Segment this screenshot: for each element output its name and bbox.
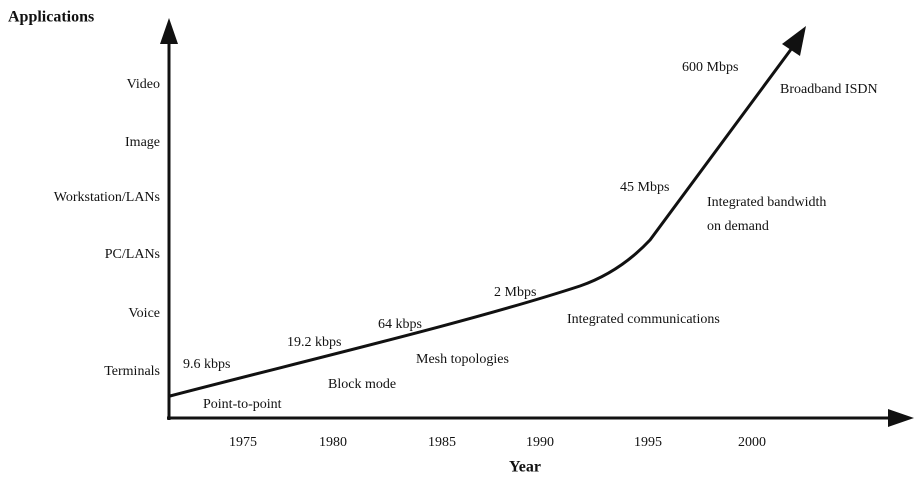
x-label: 1975 <box>229 435 257 450</box>
y-label: Workstation/LANs <box>54 190 160 205</box>
description: Mesh topologies <box>416 352 509 367</box>
x-label: 1980 <box>319 435 347 450</box>
y-label: Image <box>125 135 160 150</box>
y-label: Terminals <box>104 364 160 379</box>
x-label: 1985 <box>428 435 456 450</box>
rate-label: 600 Mbps <box>682 60 738 75</box>
rate-label: 9.6 kbps <box>183 357 230 372</box>
x-axis-arrow <box>888 409 914 427</box>
y-label: PC/LANs <box>105 247 160 262</box>
y-label: Voice <box>128 306 160 321</box>
x-label: 1995 <box>634 435 662 450</box>
description: Point-to-point <box>203 397 282 412</box>
rate-label: 45 Mbps <box>620 180 669 195</box>
rate-label: 2 Mbps <box>494 285 536 300</box>
x-axis-title: Year <box>509 459 541 476</box>
rate-label: 19.2 kbps <box>287 335 341 350</box>
rate-label: 64 kbps <box>378 317 422 332</box>
description: Integrated communications <box>567 312 720 327</box>
curve-arrow <box>782 26 806 56</box>
description: Integrated bandwidth <box>707 195 826 210</box>
description: Broadband ISDN <box>780 82 878 97</box>
growth-curve <box>169 47 794 398</box>
description: Block mode <box>328 377 396 392</box>
y-axis-title: Applications <box>8 9 94 26</box>
x-label: 1990 <box>526 435 554 450</box>
description: on demand <box>707 219 769 234</box>
x-label: 2000 <box>738 435 766 450</box>
y-label: Video <box>127 77 160 92</box>
y-axis-arrow <box>160 18 178 44</box>
